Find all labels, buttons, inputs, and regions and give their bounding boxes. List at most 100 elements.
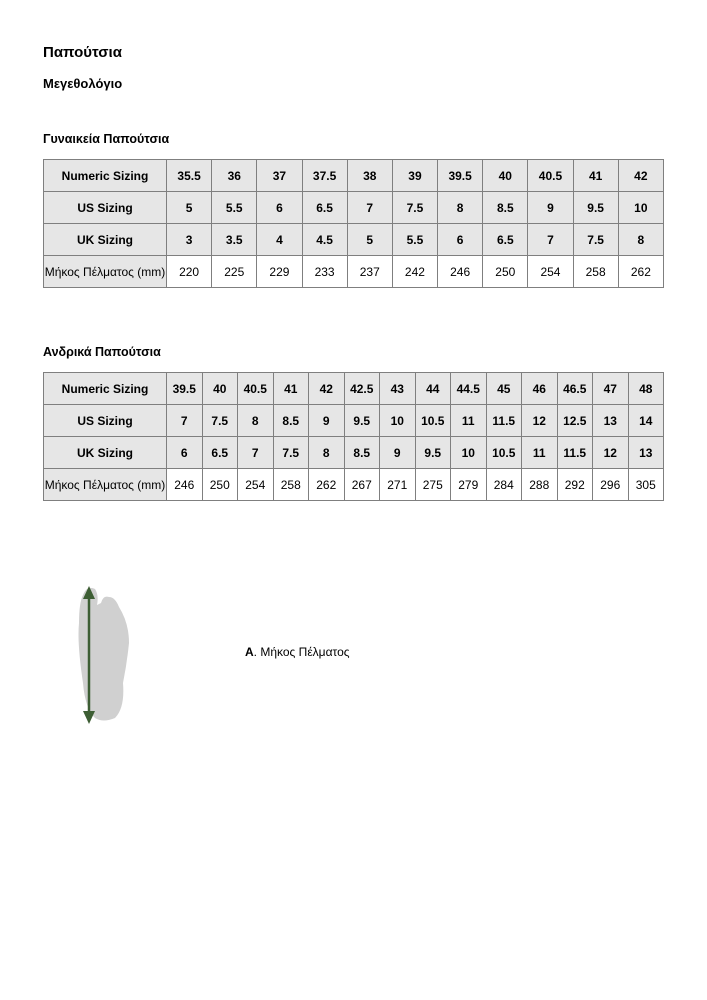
table-cell: 279 xyxy=(450,468,487,501)
table-cell: 267 xyxy=(343,468,380,501)
foot-length-diagram xyxy=(78,586,129,724)
table-cell: 9.5 xyxy=(343,404,380,437)
table-cell: 254 xyxy=(237,468,274,501)
table-cell: 5.5 xyxy=(391,223,439,256)
table-cell: 3 xyxy=(165,223,213,256)
table-cell: 6.5 xyxy=(482,223,529,256)
caption-letter: A xyxy=(245,645,254,659)
row-label: UK Sizing xyxy=(43,223,167,256)
table-cell: 4.5 xyxy=(301,223,348,256)
table-cell: 220 xyxy=(165,255,213,288)
table-cell: 42.5 xyxy=(343,372,380,405)
table-cell: 10.5 xyxy=(414,404,451,437)
table-cell: 48 xyxy=(627,372,664,405)
table-cell: 225 xyxy=(211,255,258,288)
table-cell: 8 xyxy=(308,436,345,469)
table-cell: 37.5 xyxy=(301,159,348,192)
page-title: Παπούτσια xyxy=(43,44,122,61)
table-cell: 10 xyxy=(379,404,416,437)
table-cell: 7 xyxy=(346,191,393,224)
table-cell: 246 xyxy=(166,468,203,501)
table-row: US Sizing 7 7.5 8 8.5 9 9.5 10 10.5 11 11.5 12 12.5 1… xyxy=(43,404,664,437)
table-cell: 45 xyxy=(485,372,522,405)
table-cell: 39.5 xyxy=(166,372,203,405)
table-cell: 250 xyxy=(201,468,238,501)
table-cell: 4 xyxy=(256,223,303,256)
women-size-table: Numeric Sizing 35.5 36 37 37.5 38 39 39.5 40 40.5… xyxy=(43,159,665,288)
table-cell: 6.5 xyxy=(301,191,348,224)
women-heading: Γυναικεία Παπούτσια xyxy=(43,132,170,146)
table-cell: 7.5 xyxy=(201,404,238,437)
row-label: Numeric Sizing xyxy=(43,372,167,405)
row-label: Μήκος Πέλματος (mm) xyxy=(43,255,167,288)
table-cell: 7.5 xyxy=(572,223,619,256)
table-cell: 41 xyxy=(272,372,309,405)
table-cell: 288 xyxy=(521,468,558,501)
row-label: US Sizing xyxy=(43,404,167,437)
table-row: Μήκος Πέλματος (mm) 246 250 254 258 262 267 271… xyxy=(43,468,664,501)
table-cell: 6.5 xyxy=(201,436,238,469)
men-size-table: Numeric Sizing 39.5 40 40.5 41 42 42.5 43 44 44.5… xyxy=(43,372,664,501)
table-row: US Sizing 5 5.5 6 6.5 7 7.5 8 8.5 9 9.5 10 xyxy=(43,191,665,224)
table-cell: 6 xyxy=(437,223,484,256)
table-cell: 9.5 xyxy=(572,191,619,224)
arrow-head-top xyxy=(83,586,95,599)
table-row: Numeric Sizing 39.5 40 40.5 41 42 42.5 43 44 44.5… xyxy=(43,372,664,405)
table-cell: 46.5 xyxy=(556,372,593,405)
table-cell: 7.5 xyxy=(391,191,439,224)
table-cell: 292 xyxy=(556,468,593,501)
table-cell: 40.5 xyxy=(237,372,274,405)
table-cell: 11.5 xyxy=(485,404,522,437)
table-cell: 35.5 xyxy=(165,159,213,192)
table-cell: 10.5 xyxy=(485,436,522,469)
table-cell: 5 xyxy=(346,223,393,256)
table-cell: 9 xyxy=(527,191,574,224)
table-row: UK Sizing 3 3.5 4 4.5 5 5.5 6 6.5 7 7.5 8 xyxy=(43,223,665,256)
table-cell: 5.5 xyxy=(211,191,258,224)
table-cell: 246 xyxy=(437,255,484,288)
table-cell: 37 xyxy=(256,159,303,192)
table-row: Μήκος Πέλματος (mm) 220 225 229 233 237 242 246… xyxy=(43,255,665,288)
table-cell: 11 xyxy=(521,436,558,469)
table-cell: 8.5 xyxy=(482,191,529,224)
foot-silhouette xyxy=(78,587,129,721)
caption-text: . Μήκος Πέλματος xyxy=(253,645,350,659)
table-cell: 46 xyxy=(521,372,558,405)
table-cell: 40 xyxy=(201,372,238,405)
table-cell: 229 xyxy=(256,255,303,288)
table-cell: 258 xyxy=(572,255,619,288)
table-cell: 7 xyxy=(166,404,203,437)
table-cell: 9 xyxy=(379,436,416,469)
table-cell: 296 xyxy=(592,468,629,501)
table-cell: 11.5 xyxy=(556,436,593,469)
table-cell: 233 xyxy=(301,255,348,288)
table-cell: 36 xyxy=(211,159,258,192)
table-cell: 275 xyxy=(414,468,451,501)
table-cell: 47 xyxy=(592,372,629,405)
table-cell: 13 xyxy=(627,436,664,469)
table-cell: 40.5 xyxy=(527,159,574,192)
table-cell: 8 xyxy=(237,404,274,437)
table-cell: 38 xyxy=(346,159,393,192)
table-cell: 6 xyxy=(166,436,203,469)
table-cell: 39.5 xyxy=(437,159,484,192)
table-cell: 39 xyxy=(391,159,439,192)
table-cell: 7 xyxy=(527,223,574,256)
table-cell: 250 xyxy=(482,255,529,288)
table-row: UK Sizing 6 6.5 7 7.5 8 8.5 9 9.5 10 10.5 11 11.5 12 1… xyxy=(43,436,664,469)
table-cell: 9 xyxy=(308,404,345,437)
table-cell: 42 xyxy=(308,372,345,405)
table-cell: 262 xyxy=(308,468,345,501)
diagram-caption: A. Μήκος Πέλματος xyxy=(245,645,350,659)
table-cell: 254 xyxy=(527,255,574,288)
table-cell: 3.5 xyxy=(211,223,258,256)
table-cell: 8.5 xyxy=(272,404,309,437)
table-cell: 7.5 xyxy=(272,436,309,469)
arrow-head-bottom xyxy=(83,711,95,724)
table-cell: 41 xyxy=(572,159,619,192)
row-label: US Sizing xyxy=(43,191,167,224)
table-cell: 5 xyxy=(165,191,213,224)
table-row: Numeric Sizing 35.5 36 37 37.5 38 39 39.5 40 40.5… xyxy=(43,159,665,192)
table-cell: 8 xyxy=(437,191,484,224)
